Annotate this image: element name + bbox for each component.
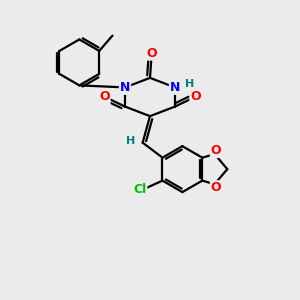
Text: O: O	[211, 181, 221, 194]
Text: O: O	[190, 90, 201, 104]
Text: H: H	[126, 136, 135, 146]
Text: Cl: Cl	[133, 183, 146, 196]
Text: O: O	[99, 90, 110, 104]
Text: H: H	[185, 79, 194, 89]
Text: O: O	[211, 144, 221, 157]
Text: N: N	[120, 81, 130, 94]
Text: O: O	[146, 46, 157, 60]
Text: N: N	[170, 81, 180, 94]
